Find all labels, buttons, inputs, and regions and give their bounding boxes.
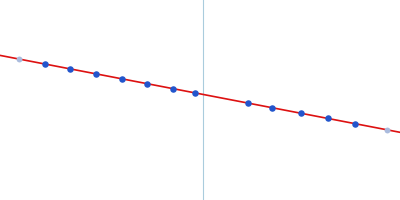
Point: [93, 72, 99, 75]
Point: [170, 87, 176, 90]
Point: [269, 106, 275, 109]
Point: [42, 62, 48, 66]
Point: [118, 77, 125, 80]
Point: [325, 117, 331, 120]
Point: [144, 82, 150, 85]
Point: [352, 122, 358, 125]
Point: [384, 128, 390, 131]
Point: [67, 67, 74, 71]
Point: [16, 57, 22, 61]
Point: [192, 91, 198, 95]
Point: [298, 112, 304, 115]
Point: [245, 101, 251, 105]
